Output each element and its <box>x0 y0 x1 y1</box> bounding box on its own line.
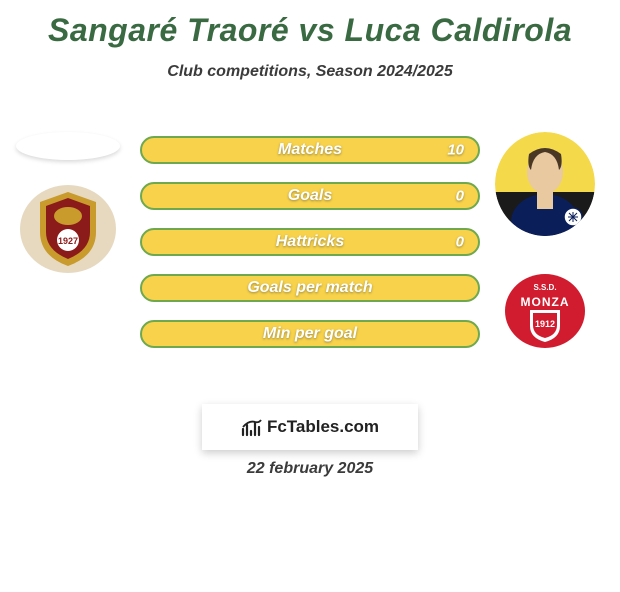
fctables-logo-icon <box>241 417 263 437</box>
stat-value-right: 0 <box>456 234 464 251</box>
svg-text:1912: 1912 <box>535 319 555 329</box>
stat-row-goals: Goals 0 <box>140 182 480 210</box>
stat-row-hattricks: Hattricks 0 <box>140 228 480 256</box>
stat-value-right: 0 <box>456 188 464 205</box>
comparison-subtitle: Club competitions, Season 2024/2025 <box>0 63 620 81</box>
stat-row-matches: Matches 10 <box>140 136 480 164</box>
stat-row-min-per-goal: Min per goal <box>140 320 480 348</box>
right-player-column: S.S.D. MONZA 1912 <box>490 132 600 356</box>
svg-text:MONZA: MONZA <box>521 295 570 309</box>
stat-label: Goals <box>288 187 332 205</box>
left-club-badge: 1927 <box>18 184 118 274</box>
right-player-photo <box>495 132 595 236</box>
stat-label: Hattricks <box>276 233 344 251</box>
watermark-box: FcTables.com <box>202 404 418 450</box>
comparison-title: Sangaré Traoré vs Luca Caldirola <box>0 12 620 49</box>
comparison-date: 22 february 2025 <box>0 460 620 478</box>
stat-label: Matches <box>278 141 342 159</box>
watermark-text: FcTables.com <box>267 417 379 437</box>
stat-label: Goals per match <box>247 279 372 297</box>
svg-text:1927: 1927 <box>58 236 78 246</box>
stat-row-goals-per-match: Goals per match <box>140 274 480 302</box>
stats-list: Matches 10 Goals 0 Hattricks 0 Goals per… <box>140 136 480 348</box>
left-player-photo-placeholder <box>16 132 120 160</box>
player-photo-icon <box>495 132 595 236</box>
stat-label: Min per goal <box>263 325 357 343</box>
monza-badge-icon: S.S.D. MONZA 1912 <box>495 266 595 356</box>
left-player-column: 1927 <box>8 132 128 274</box>
right-club-badge: S.S.D. MONZA 1912 <box>495 266 595 356</box>
roma-badge-icon: 1927 <box>18 184 118 274</box>
stat-value-right: 10 <box>447 142 464 159</box>
svg-text:S.S.D.: S.S.D. <box>533 283 556 292</box>
